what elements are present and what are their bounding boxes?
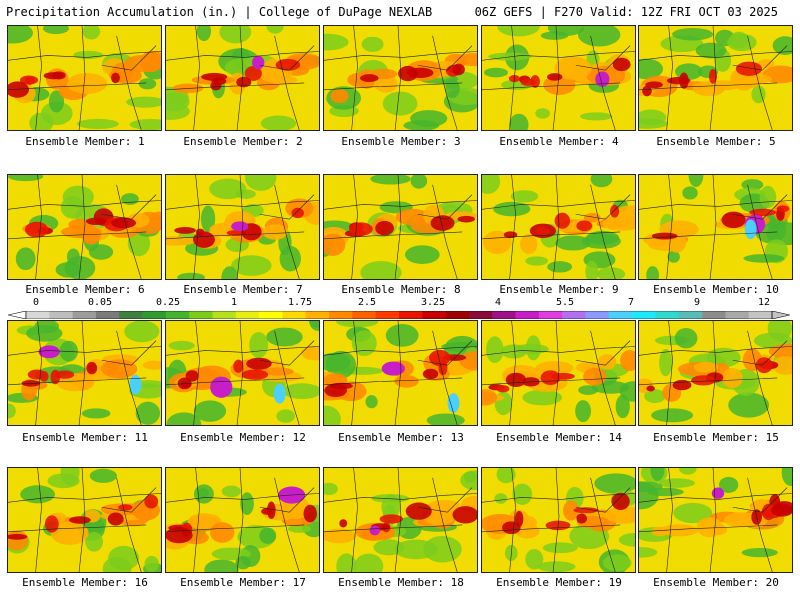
ensemble-map-panel <box>638 320 793 426</box>
colorbar-swatch <box>468 311 493 319</box>
colorbar-swatch <box>165 311 190 319</box>
colorbar-tick-label: 3.25 <box>420 297 446 308</box>
ensemble-member-label: Ensemble Member: 12 <box>180 431 306 444</box>
colorbar-swatch <box>95 311 120 319</box>
colorbar-tick-label: 0 <box>32 297 40 308</box>
ensemble-map-panel <box>165 467 320 573</box>
colorbar-tick-label: 12 <box>757 297 771 308</box>
colorbar-tick-label: 4 <box>494 297 502 308</box>
colorbar-swatch <box>445 311 470 319</box>
colorbar-tick-label: 0.25 <box>155 297 181 308</box>
colorbar-swatch <box>632 311 656 319</box>
ensemble-member-label: Ensemble Member: 3 <box>341 135 461 148</box>
ensemble-member-label: Ensemble Member: 16 <box>22 576 148 589</box>
colorbar-tick-label: 1 <box>230 297 238 308</box>
colorbar-tick-label: 1.75 <box>287 297 313 308</box>
colorbar-swatch <box>538 311 563 319</box>
ensemble-member-label: Ensemble Member: 5 <box>656 135 776 148</box>
ensemble-map-panel <box>481 467 636 573</box>
ensemble-member-label: Ensemble Member: 2 <box>183 135 303 148</box>
ensemble-map-panel <box>323 25 478 131</box>
model-run-info: 06Z GEFS | F270 Valid: 12Z FRI OCT 03 20… <box>474 5 778 19</box>
ensemble-map-panel <box>165 25 320 131</box>
ensemble-member-label: Ensemble Member: 11 <box>22 431 148 444</box>
ensemble-member-label: Ensemble Member: 4 <box>499 135 619 148</box>
colorbar-tick-label: 0.05 <box>87 297 113 308</box>
colorbar-swatch <box>305 311 330 319</box>
ensemble-member-label: Ensemble Member: 15 <box>653 431 779 444</box>
colorbar-swatch <box>702 311 726 319</box>
ensemble-map-panel <box>481 320 636 426</box>
ensemble-member-label: Ensemble Member: 10 <box>653 283 779 296</box>
ensemble-member-label: Ensemble Member: 19 <box>496 576 622 589</box>
ensemble-map-panel <box>7 320 162 426</box>
colorbar-swatch <box>375 311 400 319</box>
colorbar-tick-label: 2.5 <box>357 297 377 308</box>
ensemble-member-label: Ensemble Member: 13 <box>338 431 464 444</box>
colorbar-tick-label: 9 <box>693 297 701 308</box>
colorbar-swatch <box>399 311 423 319</box>
ensemble-map-panel <box>481 174 636 280</box>
colorbar-swatch <box>422 311 446 319</box>
map-title: Precipitation Accumulation (in.) | Colle… <box>6 5 433 19</box>
ensemble-member-label: Ensemble Member: 14 <box>496 431 622 444</box>
ensemble-member-label: Ensemble Member: 1 <box>25 135 145 148</box>
colorbar-swatch <box>26 311 50 319</box>
colorbar-swatch <box>235 311 260 319</box>
colorbar-swatch <box>49 311 73 319</box>
colorbar-swatch <box>352 311 376 319</box>
ensemble-map-panel <box>481 25 636 131</box>
colorbar-swatch <box>119 311 143 319</box>
ensemble-map-panel <box>638 25 793 131</box>
colorbar-tick-label: 7 <box>627 297 635 308</box>
ensemble-map-panel <box>165 320 320 426</box>
ensemble-member-label: Ensemble Member: 6 <box>25 283 145 296</box>
colorbar-swatch <box>748 311 773 319</box>
ensemble-map-panel <box>323 174 478 280</box>
ensemble-map-panel <box>7 467 162 573</box>
colorbar-swatch <box>212 311 237 319</box>
colorbar-swatch <box>725 311 749 319</box>
ensemble-member-label: Ensemble Member: 20 <box>653 576 779 589</box>
ensemble-map-panel <box>7 25 162 131</box>
colorbar-swatch <box>608 311 633 319</box>
ensemble-map-panel <box>638 174 793 280</box>
ensemble-member-label: Ensemble Member: 9 <box>499 283 619 296</box>
colorbar-swatch <box>678 311 703 319</box>
colorbar-swatch <box>329 311 353 319</box>
ensemble-map-panel <box>638 467 793 573</box>
ensemble-member-label: Ensemble Member: 8 <box>341 283 461 296</box>
colorbar-swatch <box>282 311 307 319</box>
colorbar-swatch <box>189 311 213 319</box>
ensemble-map-panel <box>323 467 478 573</box>
ensemble-member-label: Ensemble Member: 17 <box>180 576 306 589</box>
ensemble-map-panel <box>323 320 478 426</box>
colorbar-swatch <box>72 311 97 319</box>
ensemble-member-label: Ensemble Member: 18 <box>338 576 464 589</box>
colorbar-swatch <box>585 311 610 319</box>
colorbar-swatch <box>562 311 586 319</box>
precip-colorbar <box>8 311 790 319</box>
colorbar-tick-label: 5.5 <box>555 297 575 308</box>
colorbar-swatch <box>655 311 680 319</box>
ensemble-map-panel <box>165 174 320 280</box>
colorbar-swatch <box>492 311 516 319</box>
colorbar-swatch <box>142 311 167 319</box>
colorbar-swatch <box>259 311 283 319</box>
ensemble-map-panel <box>7 174 162 280</box>
colorbar-swatch <box>515 311 540 319</box>
ensemble-member-label: Ensemble Member: 7 <box>183 283 303 296</box>
